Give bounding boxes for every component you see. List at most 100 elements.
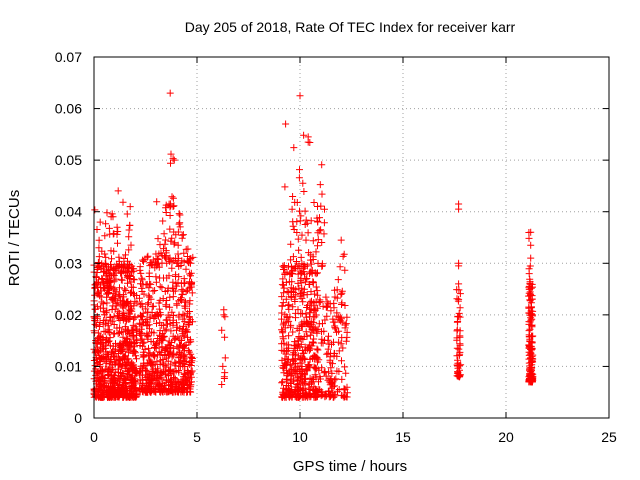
data-point — [337, 340, 345, 348]
data-point — [95, 236, 103, 244]
data-point — [285, 305, 293, 313]
data-point — [311, 269, 319, 277]
data-point — [290, 349, 298, 357]
data-point — [302, 375, 310, 383]
data-point — [131, 366, 139, 374]
data-point — [170, 257, 178, 265]
data-point — [526, 338, 534, 346]
data-point — [167, 150, 175, 158]
data-point — [156, 283, 164, 291]
data-point — [162, 236, 170, 244]
data-point — [278, 302, 286, 310]
data-point — [294, 393, 302, 401]
data-point — [101, 232, 109, 240]
data-point — [306, 386, 314, 393]
data-point — [162, 204, 170, 212]
data-point — [100, 308, 108, 316]
data-point — [341, 363, 349, 371]
data-point — [130, 276, 138, 284]
data-point — [316, 298, 324, 306]
data-point — [127, 326, 135, 334]
data-point — [343, 313, 351, 321]
data-point — [120, 340, 127, 348]
data-point — [295, 246, 303, 254]
data-point — [186, 300, 194, 308]
data-point — [98, 275, 106, 282]
data-point — [168, 377, 175, 385]
data-point — [91, 305, 99, 313]
x-tick-labels: 0 5 10 15 20 25 — [90, 429, 617, 445]
data-point — [527, 310, 535, 318]
data-point — [335, 347, 343, 355]
data-point — [143, 388, 151, 396]
data-point — [106, 342, 114, 350]
data-point — [525, 351, 533, 359]
data-point — [130, 291, 138, 299]
data-point — [315, 227, 323, 235]
data-point — [165, 337, 173, 345]
data-point — [105, 329, 113, 336]
data-point — [120, 299, 128, 307]
data-point — [283, 268, 291, 276]
data-point — [121, 285, 129, 293]
data-point — [301, 381, 309, 389]
data-point — [335, 386, 343, 393]
data-point — [182, 375, 190, 383]
y-tick-label: 0.05 — [55, 152, 82, 168]
data-point — [304, 229, 312, 237]
data-point — [108, 348, 115, 356]
data-point — [155, 348, 163, 356]
data-point — [119, 360, 127, 368]
y-tick-label: 0.04 — [55, 204, 82, 220]
data-point — [186, 270, 193, 278]
data-point — [91, 206, 99, 214]
data-point — [291, 338, 299, 346]
data-point — [313, 304, 321, 312]
data-point — [323, 303, 331, 311]
data-point — [180, 275, 188, 283]
data-point — [91, 291, 99, 299]
data-point — [307, 217, 315, 225]
data-point — [295, 326, 303, 334]
data-point — [145, 273, 153, 280]
data-point — [185, 314, 193, 322]
data-point — [131, 323, 139, 331]
data-point — [158, 386, 166, 394]
data-point — [187, 383, 195, 391]
data-point — [287, 256, 295, 264]
data-point — [527, 299, 535, 307]
data-point — [297, 253, 305, 261]
data-point — [337, 290, 345, 298]
data-point — [325, 368, 333, 376]
x-tick-label: 20 — [498, 429, 514, 445]
data-point — [336, 263, 344, 271]
data-point — [130, 378, 138, 386]
data-point — [300, 188, 308, 195]
data-point — [334, 276, 342, 284]
data-point — [307, 300, 315, 308]
data-point — [303, 219, 311, 227]
data-point — [184, 309, 192, 317]
data-point — [136, 294, 143, 302]
data-point — [137, 313, 145, 321]
data-point — [314, 236, 322, 244]
data-point — [297, 270, 305, 277]
data-point — [329, 315, 337, 323]
data-point — [125, 226, 133, 234]
data-point — [281, 183, 289, 191]
data-point — [303, 304, 311, 311]
data-point — [132, 387, 140, 394]
data-point — [123, 373, 131, 381]
data-point — [104, 263, 112, 271]
data-point — [453, 334, 461, 342]
data-point — [181, 302, 189, 310]
data-point — [455, 345, 463, 353]
data-point — [291, 198, 299, 206]
data-point — [147, 295, 155, 303]
data-point — [169, 194, 177, 202]
data-point — [138, 364, 146, 372]
data-point — [279, 388, 287, 396]
data-point — [341, 266, 349, 274]
data-point — [101, 383, 108, 391]
data-point — [103, 299, 111, 307]
